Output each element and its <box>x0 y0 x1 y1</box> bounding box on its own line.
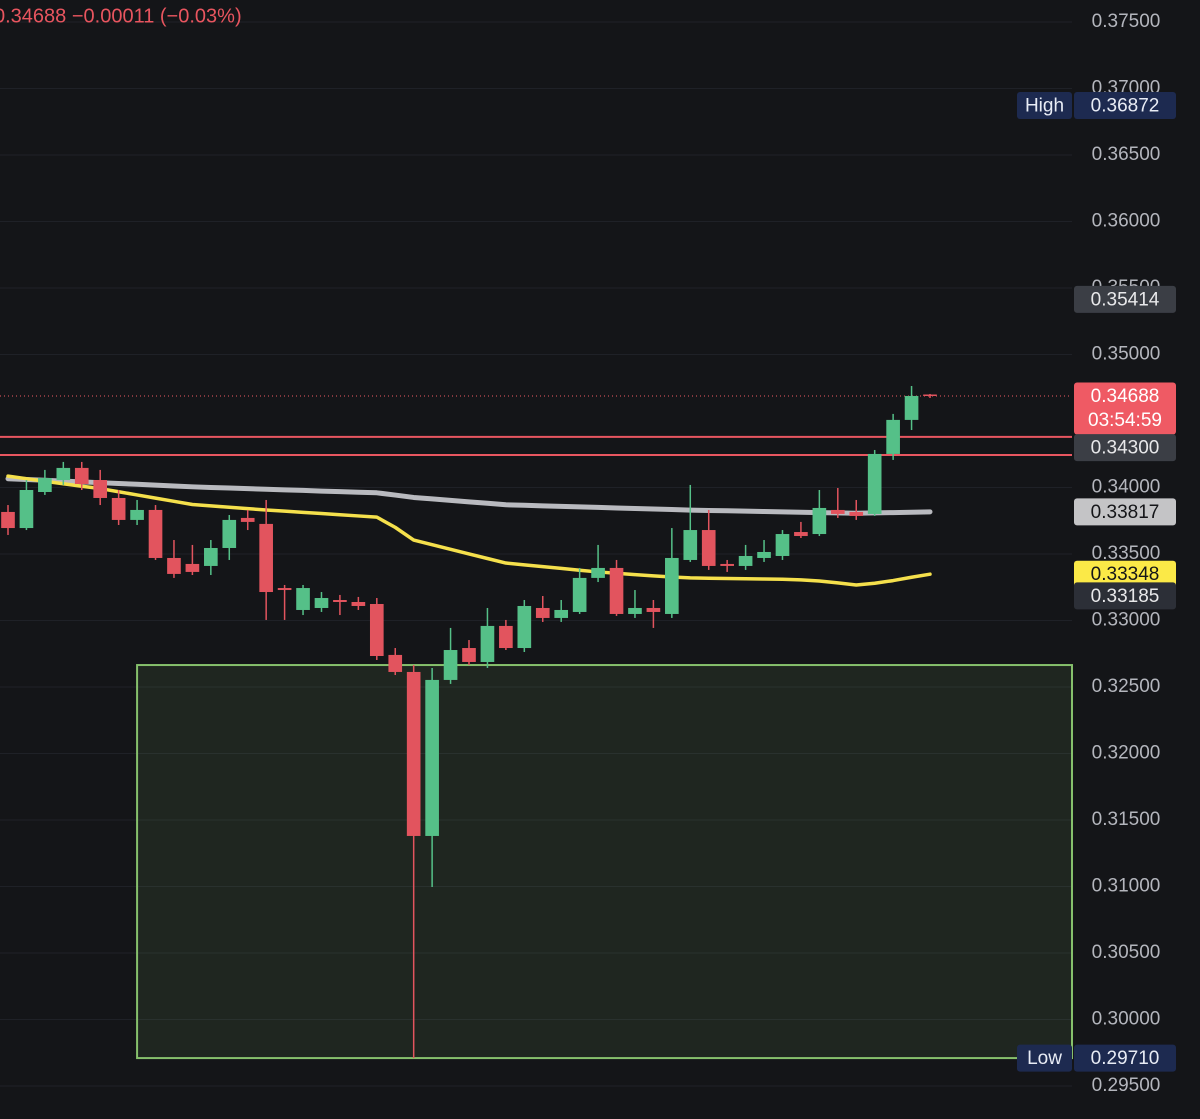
marker-tag <box>1017 1044 1072 1072</box>
y-tick-label: 0.33000 <box>1092 610 1161 631</box>
zone-layer <box>136 664 1073 1060</box>
candle-body <box>812 507 827 535</box>
price-marker-label: 0.33185 <box>1091 586 1160 607</box>
y-tick-label: 0.31500 <box>1092 809 1161 830</box>
candle-body <box>222 519 237 548</box>
candle-body <box>554 609 569 618</box>
candle-body <box>517 605 532 649</box>
candle-body <box>406 671 421 836</box>
candle-body <box>480 625 495 662</box>
y-tick-label: 0.32000 <box>1092 743 1161 764</box>
price-marker-label: 0.36872 <box>1091 95 1160 116</box>
price-marker <box>1074 1044 1176 1072</box>
candle-body <box>277 588 292 591</box>
zone-box <box>136 664 1073 1060</box>
marker-tag <box>1017 91 1072 119</box>
candle-body <box>572 577 587 612</box>
y-tick-label: 0.37500 <box>1092 11 1161 32</box>
y-tick-label: 0.35000 <box>1092 343 1161 364</box>
candle-body <box>74 467 89 485</box>
candle-body <box>185 563 200 572</box>
candle-body <box>167 557 181 574</box>
marker-tag-label: High <box>1025 95 1064 116</box>
price-marker-label: 0.29710 <box>1091 1048 1160 1069</box>
candle-body <box>111 497 126 520</box>
candle-body <box>240 517 255 522</box>
candle-body <box>609 567 624 614</box>
marker-layer: 0.36872 High 0.35414 0.34688 03:54:59 0.34300… <box>1017 91 1176 1072</box>
price-marker <box>1074 582 1176 610</box>
y-tick-label: 0.31000 <box>1092 876 1161 897</box>
candle-body <box>867 453 882 514</box>
price-marker <box>1074 382 1176 435</box>
price-marker-label: 0.33817 <box>1091 502 1160 523</box>
candle-body <box>628 607 642 614</box>
y-tick-label: 0.33500 <box>1092 543 1161 564</box>
price-marker-label: 0.34300 <box>1091 438 1160 459</box>
candle-body <box>425 679 439 836</box>
candle-body <box>499 625 513 649</box>
candle-body <box>849 511 864 516</box>
candle-body <box>683 530 698 560</box>
candle-body <box>56 467 71 481</box>
price-marker <box>1074 560 1176 588</box>
y-tick-label: 0.29500 <box>1092 1075 1161 1096</box>
candle-body <box>775 534 790 556</box>
candle-body <box>794 532 808 537</box>
y-tick-label: 0.30500 <box>1092 942 1161 963</box>
grid <box>0 21 1072 1087</box>
price-marker <box>1074 498 1176 526</box>
candle-layer <box>1 385 937 1059</box>
y-tick-label: 0.36000 <box>1092 210 1161 231</box>
candle-body <box>148 509 163 558</box>
candle-body <box>38 478 52 492</box>
price-marker-label: 0.35414 <box>1091 289 1160 310</box>
candle-body <box>1 511 15 529</box>
price-marker <box>1074 285 1176 313</box>
candle-body <box>259 523 273 593</box>
candle-body <box>886 419 900 454</box>
candle-body <box>296 588 310 610</box>
candle-body <box>904 395 919 420</box>
candle-body <box>351 601 366 606</box>
price-marker <box>1074 434 1176 462</box>
price-marker <box>1074 91 1176 119</box>
candle-body <box>333 600 347 602</box>
marker-tag-label: Low <box>1027 1048 1062 1069</box>
candle-body <box>462 648 476 662</box>
price-marker-label: 0.33348 <box>1091 564 1160 585</box>
y-tick-label: 0.30000 <box>1092 1009 1161 1030</box>
candle-body <box>591 567 605 578</box>
y-tick-label: 0.32500 <box>1092 676 1161 697</box>
candle-body <box>720 563 734 566</box>
candle-body <box>130 509 144 520</box>
candle-body <box>204 547 218 566</box>
candle-body <box>665 557 679 614</box>
candle-body <box>738 555 753 566</box>
candle-body <box>314 598 329 608</box>
candle-body <box>757 551 771 558</box>
candle-body <box>369 603 384 656</box>
candle-body <box>923 394 937 397</box>
y-tick-label: 0.34000 <box>1092 476 1161 497</box>
candle-body <box>830 509 845 514</box>
candle-body <box>19 490 34 529</box>
candle-body <box>646 607 661 612</box>
moving-average <box>6 474 932 587</box>
candle-body <box>535 607 550 618</box>
legend-text: 0.34688 −0.00011 (−0.03%) <box>0 5 242 27</box>
candle-body <box>93 480 108 498</box>
candle-body <box>388 654 403 672</box>
price-marker-label: 0.34688 <box>1091 386 1160 407</box>
candle-body <box>701 530 716 566</box>
candle-body <box>443 650 458 680</box>
y-tick-label: 0.36500 <box>1092 144 1161 165</box>
countdown-label: 03:54:59 <box>1088 410 1162 431</box>
moving-average <box>5 476 933 516</box>
